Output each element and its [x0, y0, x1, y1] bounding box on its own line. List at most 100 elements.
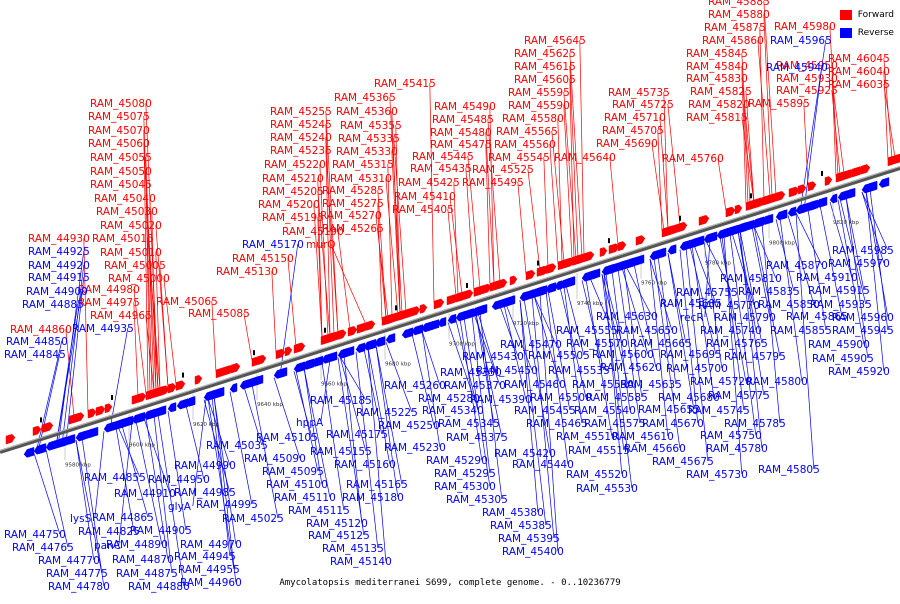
forward-gene-arrow[interactable] — [662, 226, 672, 238]
reverse-gene-arrow[interactable] — [338, 347, 350, 359]
reverse-gene-arrow[interactable] — [680, 239, 691, 251]
reverse-gene-arrow[interactable] — [428, 319, 440, 330]
forward-gene-label[interactable]: RAM_45705 — [602, 125, 664, 137]
reverse-gene-arrow[interactable] — [239, 379, 248, 390]
reverse-gene-label[interactable]: RAM_45395 — [498, 533, 560, 545]
reverse-gene-label[interactable]: RAM_45470 — [500, 339, 562, 351]
reverse-gene-label[interactable]: RAM_45400 — [502, 546, 564, 558]
reverse-gene-label[interactable]: RAM_45665 — [630, 338, 692, 350]
forward-gene-arrow[interactable] — [761, 194, 774, 206]
forward-gene-label[interactable]: RAM_45445 — [412, 151, 474, 163]
reverse-gene-arrow[interactable] — [878, 177, 890, 188]
reverse-gene-label[interactable]: RAM_44775 — [46, 568, 108, 580]
forward-gene-label[interactable]: RAM_44975 — [78, 297, 140, 309]
forward-gene-arrow[interactable] — [671, 223, 684, 235]
forward-gene-label[interactable]: RAM_45885 — [708, 0, 770, 8]
reverse-gene-label[interactable]: RAM_45810 — [720, 273, 782, 285]
reverse-gene-label[interactable]: RAM_45540 — [574, 405, 636, 417]
forward-gene-label[interactable]: RAM_45875 — [704, 22, 766, 34]
forward-gene-label[interactable]: RAM_45210 — [262, 173, 324, 185]
forward-gene-label[interactable]: RAM_45830 — [686, 73, 748, 85]
reverse-gene-arrow[interactable] — [103, 421, 115, 433]
reverse-gene-arrow[interactable] — [33, 443, 45, 455]
reverse-gene-label[interactable]: RAM_45675 — [652, 456, 714, 468]
forward-gene-label[interactable]: RAM_45860 — [702, 35, 764, 47]
reverse-gene-arrow[interactable] — [437, 316, 447, 328]
reverse-gene-label[interactable]: RAM_44875 — [116, 568, 178, 580]
reverse-gene-label[interactable]: RAM_45225 — [356, 407, 418, 419]
reverse-gene-label[interactable]: RAM_45350 — [440, 367, 502, 379]
reverse-gene-arrow[interactable] — [212, 387, 222, 399]
reverse-gene-arrow[interactable] — [59, 436, 68, 447]
reverse-gene-label[interactable]: RAM_45155 — [310, 446, 372, 458]
reverse-gene-label[interactable]: RAM_45570 — [566, 338, 628, 350]
reverse-gene-label[interactable]: RAM_45110 — [274, 492, 336, 504]
reverse-gene-label[interactable]: RAM_45935 — [810, 299, 872, 311]
reverse-gene-arrow[interactable] — [590, 268, 601, 279]
reverse-gene-arrow[interactable] — [689, 237, 698, 248]
forward-gene-label[interactable]: RAM_45840 — [686, 61, 748, 73]
forward-gene-label[interactable]: RAM_46035 — [828, 79, 890, 91]
forward-gene-label[interactable]: RAM_45000 — [108, 273, 170, 285]
reverse-gene-label[interactable]: RAM_45305 — [446, 494, 508, 506]
forward-gene-label[interactable]: RAM_45625 — [514, 48, 576, 60]
forward-gene-label[interactable]: RAM_45245 — [270, 119, 332, 131]
reverse-gene-label[interactable]: RAM_45745 — [688, 405, 750, 417]
reverse-gene-label[interactable]: RAM_45970 — [828, 258, 890, 270]
reverse-gene-label[interactable]: RAM_45685 — [660, 298, 722, 310]
forward-gene-label[interactable]: RAM_45410 — [394, 191, 456, 203]
reverse-gene-label[interactable]: RAM_44885 — [22, 299, 84, 311]
reverse-gene-label[interactable]: RAM_45910 — [796, 272, 858, 284]
reverse-gene-label[interactable]: RAM_44850 — [6, 336, 68, 348]
reverse-gene-label[interactable]: RAM_44765 — [12, 542, 74, 554]
reverse-gene-label[interactable]: RAM_45650 — [616, 325, 678, 337]
reverse-gene-arrow[interactable] — [779, 209, 788, 220]
forward-gene-label[interactable]: RAM_46045 — [828, 53, 890, 65]
forward-gene-arrow[interactable] — [410, 306, 421, 317]
reverse-gene-label[interactable]: RAM_45180 — [342, 492, 404, 504]
reverse-gene-label[interactable]: RAM_45920 — [828, 366, 890, 378]
reverse-gene-label[interactable]: RAM_45115 — [288, 505, 350, 517]
forward-gene-label[interactable]: RAM_45045 — [90, 179, 152, 191]
forward-gene-arrow[interactable] — [493, 279, 505, 291]
reverse-gene-label[interactable]: RAM_45535 — [548, 365, 610, 377]
forward-gene-arrow[interactable] — [482, 283, 492, 294]
reverse-gene-label[interactable]: RAM_44995 — [196, 499, 258, 511]
forward-gene-label[interactable]: RAM_45360 — [336, 106, 398, 118]
reverse-gene-label[interactable]: RAM_45420 — [494, 448, 556, 460]
reverse-gene-arrow[interactable] — [617, 260, 627, 271]
reverse-gene-arrow[interactable] — [731, 223, 744, 235]
forward-gene-arrow[interactable] — [749, 199, 758, 210]
reverse-gene-arrow[interactable] — [229, 382, 238, 393]
reverse-gene-label[interactable]: RAM_45430 — [462, 351, 524, 363]
reverse-gene-arrow[interactable] — [185, 396, 196, 407]
forward-gene-label[interactable]: RAM_45415 — [374, 78, 436, 90]
reverse-gene-label[interactable]: RAM_45790 — [714, 312, 776, 324]
reverse-gene-label[interactable]: RAM_45035 — [206, 440, 268, 452]
forward-gene-label[interactable]: RAM_45085 — [188, 308, 250, 320]
reverse-gene-label[interactable]: RAM_45720 — [690, 376, 752, 388]
forward-gene-arrow[interactable] — [158, 385, 170, 397]
forward-gene-arrow[interactable] — [419, 303, 428, 314]
reverse-gene-label[interactable]: RAM_44925 — [28, 246, 90, 258]
reverse-gene-label[interactable]: RAM_45765 — [706, 338, 768, 350]
forward-gene-label[interactable]: RAM_45735 — [608, 87, 670, 99]
forward-gene-arrow[interactable] — [797, 184, 807, 195]
reverse-gene-label[interactable]: RAM_45295 — [434, 468, 496, 480]
reverse-gene-label[interactable]: RAM_45620 — [600, 362, 662, 374]
reverse-gene-label[interactable]: RAM_45550 — [572, 379, 634, 391]
forward-gene-arrow[interactable] — [599, 247, 608, 257]
reverse-gene-arrow[interactable] — [473, 304, 485, 316]
reverse-gene-label[interactable]: RAM_44955 — [178, 564, 240, 576]
reverse-gene-label[interactable]: RAM_45915 — [808, 285, 870, 297]
forward-gene-arrow[interactable] — [104, 403, 113, 414]
reverse-gene-label[interactable]: RAM_45630 — [596, 311, 658, 323]
forward-gene-arrow[interactable] — [788, 186, 800, 198]
reverse-gene-label[interactable]: RAM_45635 — [620, 379, 682, 391]
forward-gene-label[interactable]: RAM_45760 — [662, 153, 724, 165]
reverse-gene-label[interactable]: RAM_45700 — [666, 363, 728, 375]
forward-gene-label[interactable]: RAM_45235 — [270, 145, 332, 157]
reverse-gene-label[interactable]: RAM_45835 — [738, 286, 800, 298]
forward-gene-arrow[interactable] — [337, 329, 347, 340]
reverse-gene-label[interactable]: RAM_45785 — [724, 418, 786, 430]
